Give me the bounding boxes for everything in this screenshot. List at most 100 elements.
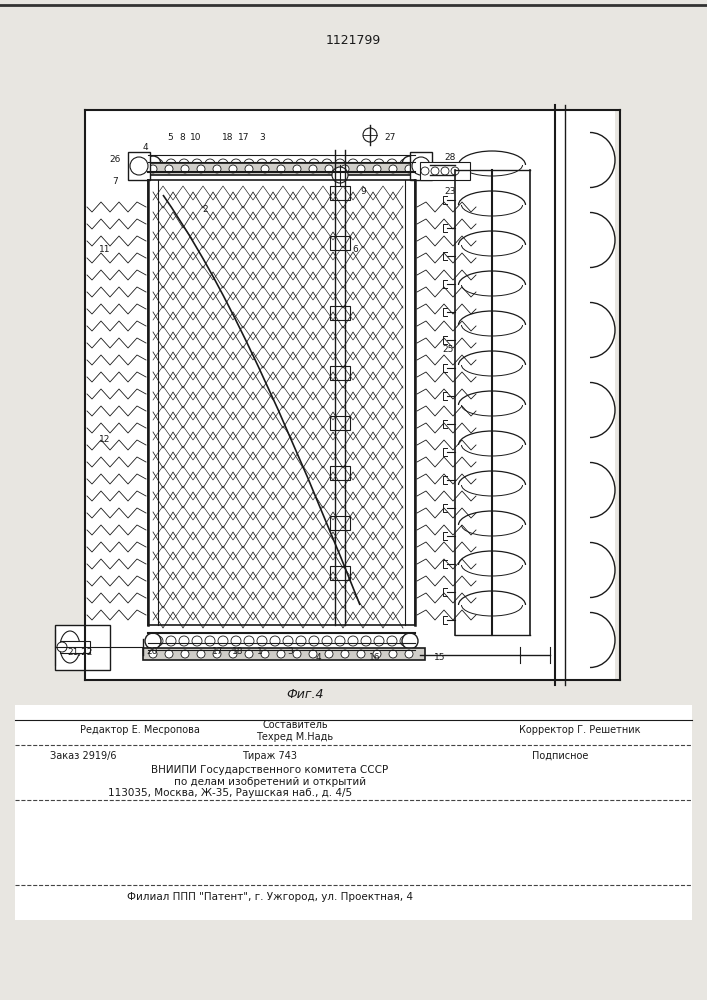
Text: Фиг.4: Фиг.4 [286, 688, 324, 702]
Circle shape [261, 650, 269, 658]
Circle shape [149, 165, 157, 173]
Text: 17: 17 [238, 133, 250, 142]
Text: 10: 10 [190, 133, 201, 142]
Bar [85, 110, 615, 680]
Text: 6: 6 [352, 245, 358, 254]
Text: Заказ 2919/6: Заказ 2919/6 [50, 751, 117, 761]
Text: 21,22: 21,22 [67, 648, 93, 656]
Circle shape [165, 650, 173, 658]
Text: 18: 18 [222, 133, 234, 142]
Circle shape [332, 167, 348, 183]
Circle shape [309, 165, 317, 173]
Circle shape [389, 650, 397, 658]
Circle shape [412, 157, 430, 175]
Text: 5: 5 [167, 133, 173, 142]
Text: 7: 7 [112, 178, 118, 186]
Text: 28: 28 [444, 153, 456, 162]
Text: 16: 16 [369, 654, 381, 662]
Bar [420, 162, 470, 180]
Circle shape [441, 167, 449, 175]
Text: 26: 26 [110, 155, 121, 164]
Text: 18: 18 [233, 648, 244, 656]
Circle shape [357, 650, 365, 658]
Circle shape [57, 642, 67, 652]
Bar [410, 152, 432, 180]
Circle shape [293, 650, 301, 658]
Bar [330, 306, 350, 320]
Bar [330, 366, 350, 380]
Circle shape [145, 633, 161, 649]
Bar [55, 625, 110, 670]
Text: 23: 23 [444, 188, 456, 196]
Circle shape [197, 165, 205, 173]
Circle shape [325, 650, 333, 658]
Circle shape [181, 165, 189, 173]
Bar [330, 186, 350, 200]
Text: Филиал ППП "Патент", г. Ужгород, ул. Проектная, 4: Филиал ППП "Патент", г. Ужгород, ул. Про… [127, 892, 413, 902]
Circle shape [373, 165, 381, 173]
Circle shape [357, 165, 365, 173]
Text: 11: 11 [99, 245, 111, 254]
Text: Редактор Е. Месропова: Редактор Е. Месропова [80, 725, 200, 735]
Circle shape [373, 650, 381, 658]
Ellipse shape [60, 631, 80, 663]
Text: по делам изобретений и открытий: по делам изобретений и открытий [174, 777, 366, 787]
Circle shape [341, 650, 349, 658]
Circle shape [405, 650, 413, 658]
Circle shape [293, 165, 301, 173]
Text: Составитель: Составитель [262, 720, 328, 730]
Circle shape [277, 650, 285, 658]
Text: 8: 8 [179, 133, 185, 142]
Text: ВНИИПИ Государственного комитета СССР: ВНИИПИ Государственного комитета СССР [151, 765, 389, 775]
Circle shape [341, 165, 349, 173]
Text: Корректор Г. Решетник: Корректор Г. Решетник [519, 725, 641, 735]
Circle shape [245, 165, 253, 173]
Circle shape [213, 165, 221, 173]
Bar [330, 466, 350, 480]
Text: 27: 27 [385, 133, 396, 142]
Text: 20: 20 [146, 648, 158, 656]
Bar [15, 705, 692, 920]
Circle shape [431, 167, 439, 175]
Circle shape [325, 165, 333, 173]
Text: 2: 2 [202, 206, 208, 215]
Circle shape [363, 128, 377, 142]
Circle shape [261, 165, 269, 173]
Circle shape [181, 650, 189, 658]
Text: 25: 25 [443, 346, 454, 355]
Circle shape [149, 650, 157, 658]
Circle shape [277, 165, 285, 173]
Bar [60, 641, 90, 653]
Text: 3: 3 [259, 133, 265, 142]
Bar [330, 516, 350, 530]
Circle shape [309, 650, 317, 658]
Bar [330, 236, 350, 250]
Text: 17: 17 [212, 648, 223, 656]
Text: 15: 15 [434, 654, 445, 662]
Circle shape [402, 156, 418, 172]
Circle shape [197, 650, 205, 658]
Circle shape [405, 165, 413, 173]
Circle shape [421, 167, 429, 175]
Text: 4: 4 [142, 143, 148, 152]
Circle shape [130, 157, 148, 175]
Text: 3: 3 [287, 648, 293, 656]
Text: 1: 1 [257, 648, 263, 656]
Circle shape [229, 650, 237, 658]
Bar [128, 152, 150, 180]
Circle shape [389, 165, 397, 173]
Bar [143, 163, 425, 175]
Circle shape [402, 633, 418, 649]
Text: 9: 9 [360, 188, 366, 196]
Text: 1121799: 1121799 [325, 33, 380, 46]
Text: 4: 4 [315, 654, 321, 662]
Bar [143, 648, 425, 660]
Bar [330, 416, 350, 430]
Circle shape [145, 156, 161, 172]
Circle shape [245, 650, 253, 658]
Text: Тираж 743: Тираж 743 [243, 751, 298, 761]
Circle shape [165, 165, 173, 173]
Text: Техред М.Надь: Техред М.Надь [257, 732, 334, 742]
Circle shape [213, 650, 221, 658]
Bar [330, 566, 350, 580]
